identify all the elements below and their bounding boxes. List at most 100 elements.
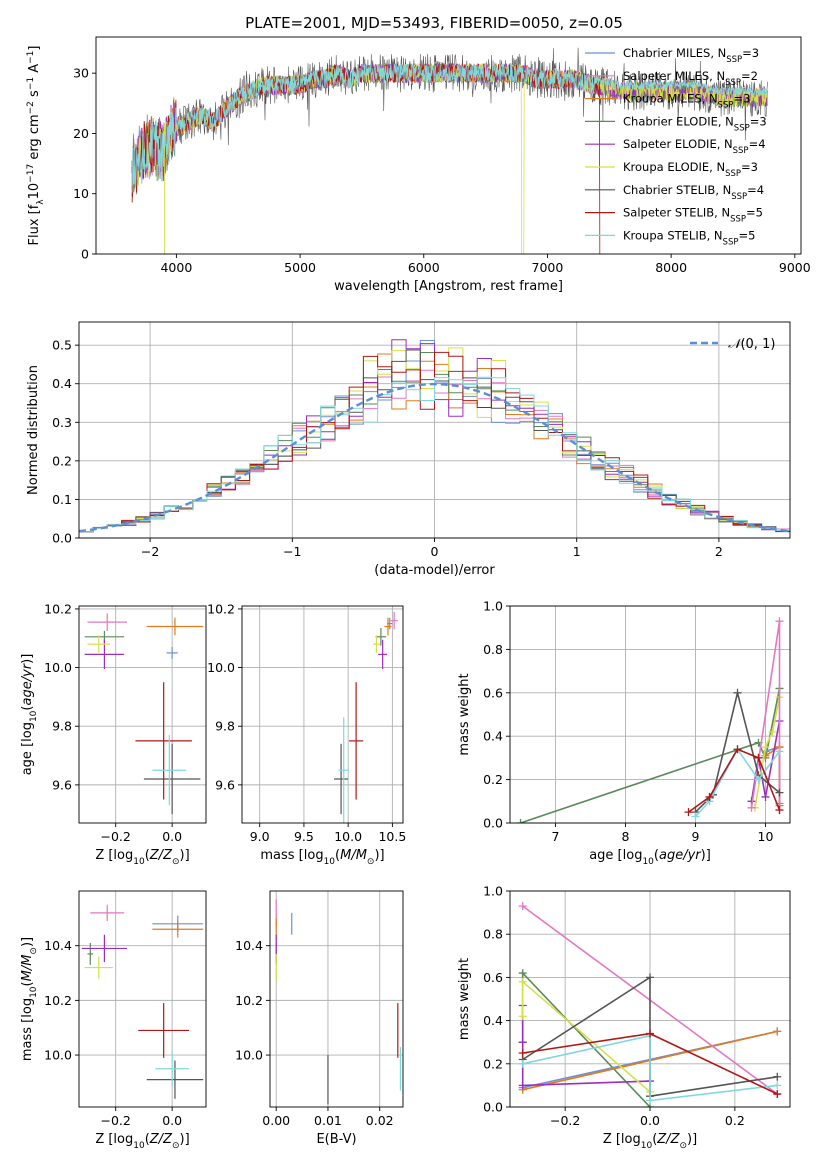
mass-weight-marker: [775, 805, 784, 814]
x-axis-label: age [log10(age/yr)]: [589, 848, 711, 867]
mass-weight-marker: [518, 1081, 527, 1090]
plot-layer: 4000 5000 6000 7000 8000 90000102030wavelengt…: [20, 36, 811, 1151]
x-tick-label: 0.00: [262, 1113, 290, 1128]
y-axis-label: Flux [fλ10−17 erg cm−2 s−1 A−1]: [26, 46, 46, 246]
mass-weight-marker: [773, 1072, 782, 1081]
mass_vs_Z-panel: −0.2 0.0 10.0 10.2 10.4 Z [log10(Z/Z⊙)] mass […: [20, 890, 207, 1151]
mass-weight-marker: [775, 747, 784, 756]
y-tick-label: 0.3: [52, 415, 72, 430]
mass_weight_vs_age-marks: [516, 617, 784, 823]
axes-frame: [509, 890, 791, 1108]
axes-frame: [78, 890, 207, 1108]
spectrum-marks: [131, 47, 768, 254]
y-axis-label: mass weight: [457, 673, 472, 755]
mass_weight_vs_Z-panel: −0.2 0.0 0.2 0.0 0.2 0.4 0.6 0.8 1.0 Z [log10(Z/Z…: [457, 884, 791, 1151]
mass-weight-marker: [754, 775, 763, 784]
x-tick-label: 5000: [284, 260, 316, 275]
x-tick-label: −0.2: [550, 1113, 580, 1128]
x-tick-label: 10: [758, 829, 774, 844]
y-tick-label: 10: [73, 186, 89, 201]
mass-weight-marker: [518, 1049, 527, 1057]
y-axis-label: age [log10(age/yr)]: [20, 654, 39, 776]
x-axis-label: mass [log10(M/M⊙)]: [260, 848, 384, 867]
legend-entry: Kroupa MILES, NSSP=3: [623, 92, 750, 111]
legend-entry: Chabrier ELODIE, NSSP=3: [623, 114, 767, 133]
axes-frame: [95, 36, 802, 255]
mass-weight-marker: [518, 902, 527, 911]
y-axis-label: Normed distribution: [26, 365, 41, 495]
age_vs_Z-marks: [84, 613, 204, 815]
mass-weight-line: [522, 1034, 778, 1102]
x-tick-label: 0.02: [366, 1113, 394, 1128]
y-axis-label: mass [log10(M/M⊙)]: [20, 937, 39, 1061]
y-axis-label: mass weight: [457, 958, 472, 1040]
mass-weight-marker: [705, 792, 714, 801]
x-axis-label: wavelength [Angstrom, rest frame]: [334, 279, 563, 294]
y-tick-label: 0.8: [483, 642, 503, 657]
mass-weight-marker: [646, 973, 654, 982]
y-tick-label: 0.0: [52, 531, 72, 546]
y-tick-label: 0.4: [52, 376, 72, 391]
y-tick-label: 10.2: [207, 601, 235, 616]
x-axis-label: (data-model)/error: [374, 563, 495, 578]
mass-weight-marker: [754, 753, 763, 762]
mass-weight-marker: [518, 977, 527, 986]
y-tick-label: 30: [73, 66, 89, 81]
x-tick-label: 10.0: [334, 829, 362, 844]
y-tick-label: 10.2: [44, 993, 72, 1008]
x-axis-label: Z [log10(Z/Z⊙)]: [95, 1132, 189, 1151]
mass-weight-marker: [775, 788, 784, 797]
y-tick-label: 10.4: [235, 938, 263, 953]
x-tick-label: 0: [431, 544, 439, 559]
y-tick-label: 9.6: [215, 777, 235, 792]
figure-title: PLATE=2001, MJD=53493, FIBERID=0050, z=0…: [245, 14, 623, 32]
mass_vs_ebv-panel: 0.00 0.01 0.02 10.0 10.2 10.4 E(B-V): [235, 890, 404, 1147]
legend-entry: 𝒩(0, 1): [728, 337, 775, 352]
x-tick-label: −2: [141, 544, 159, 559]
y-tick-label: 10.0: [44, 660, 72, 675]
x-axis-label: Z [log10(Z/Z⊙)]: [603, 1132, 697, 1151]
mass-weight-marker: [518, 1059, 527, 1068]
age_vs_Z-panel: −0.2 0.0 9.6 9.8 10.0 10.2 Z [log10(Z/Z⊙)] age …: [20, 601, 207, 867]
y-tick-label: 0.0: [483, 1100, 503, 1115]
mass-weight-line: [520, 688, 781, 823]
x-tick-label: 0.2: [725, 1113, 745, 1128]
y-tick-label: 0.2: [483, 1056, 503, 1071]
mass-weight-marker: [747, 803, 756, 812]
y-tick-label: 9.8: [215, 719, 235, 734]
mass-weight-marker: [733, 688, 742, 697]
x-tick-label: 0.0: [162, 829, 182, 844]
y-tick-label: 0.2: [483, 772, 503, 787]
y-tick-label: 9.8: [52, 719, 72, 734]
y-tick-label: 0.8: [483, 927, 503, 942]
x-tick-label: −0.2: [101, 1113, 131, 1128]
x-tick-label: 0.0: [162, 1113, 182, 1128]
y-tick-label: 0.4: [483, 729, 503, 744]
residuals-marks: [79, 339, 790, 538]
mass-weight-marker: [684, 808, 693, 817]
x-axis-label: E(B-V): [316, 1132, 356, 1147]
mass-weight-marker: [646, 1096, 654, 1105]
x-tick-label: 1: [573, 544, 581, 559]
legend-entry: Chabrier MILES, NSSP=3: [623, 46, 759, 65]
axes-frame: [269, 890, 404, 1108]
y-tick-label: 0.0: [483, 816, 503, 831]
age_vs_mass-marks: [334, 611, 398, 823]
mass_weight_vs_Z-marks: [518, 902, 782, 1107]
mass-weight-marker: [518, 1012, 527, 1021]
legend-entry: Salpeter MILES, NSSP=2: [623, 69, 758, 88]
y-tick-label: 1.0: [483, 599, 503, 614]
axes-frame: [241, 605, 404, 824]
y-tick-label: 0.2: [52, 453, 72, 468]
x-tick-label: 10.5: [378, 829, 406, 844]
age_vs_mass-panel: 9.0 9.5 10.0 10.5 9.6 9.8 10.0 10.2 mass [log10(…: [207, 601, 406, 867]
legend-entry: Kroupa STELIB, NSSP=5: [623, 228, 755, 247]
y-tick-label: 10.0: [44, 1048, 72, 1063]
legend-entry: Salpeter ELODIE, NSSP=4: [623, 137, 766, 156]
x-tick-label: 7000: [532, 260, 564, 275]
y-tick-label: 10.2: [44, 601, 72, 616]
x-tick-label: 0.0: [640, 1113, 660, 1128]
x-axis-label: Z [log10(Z/Z⊙)]: [95, 848, 189, 867]
mass-weight-marker: [768, 727, 777, 736]
